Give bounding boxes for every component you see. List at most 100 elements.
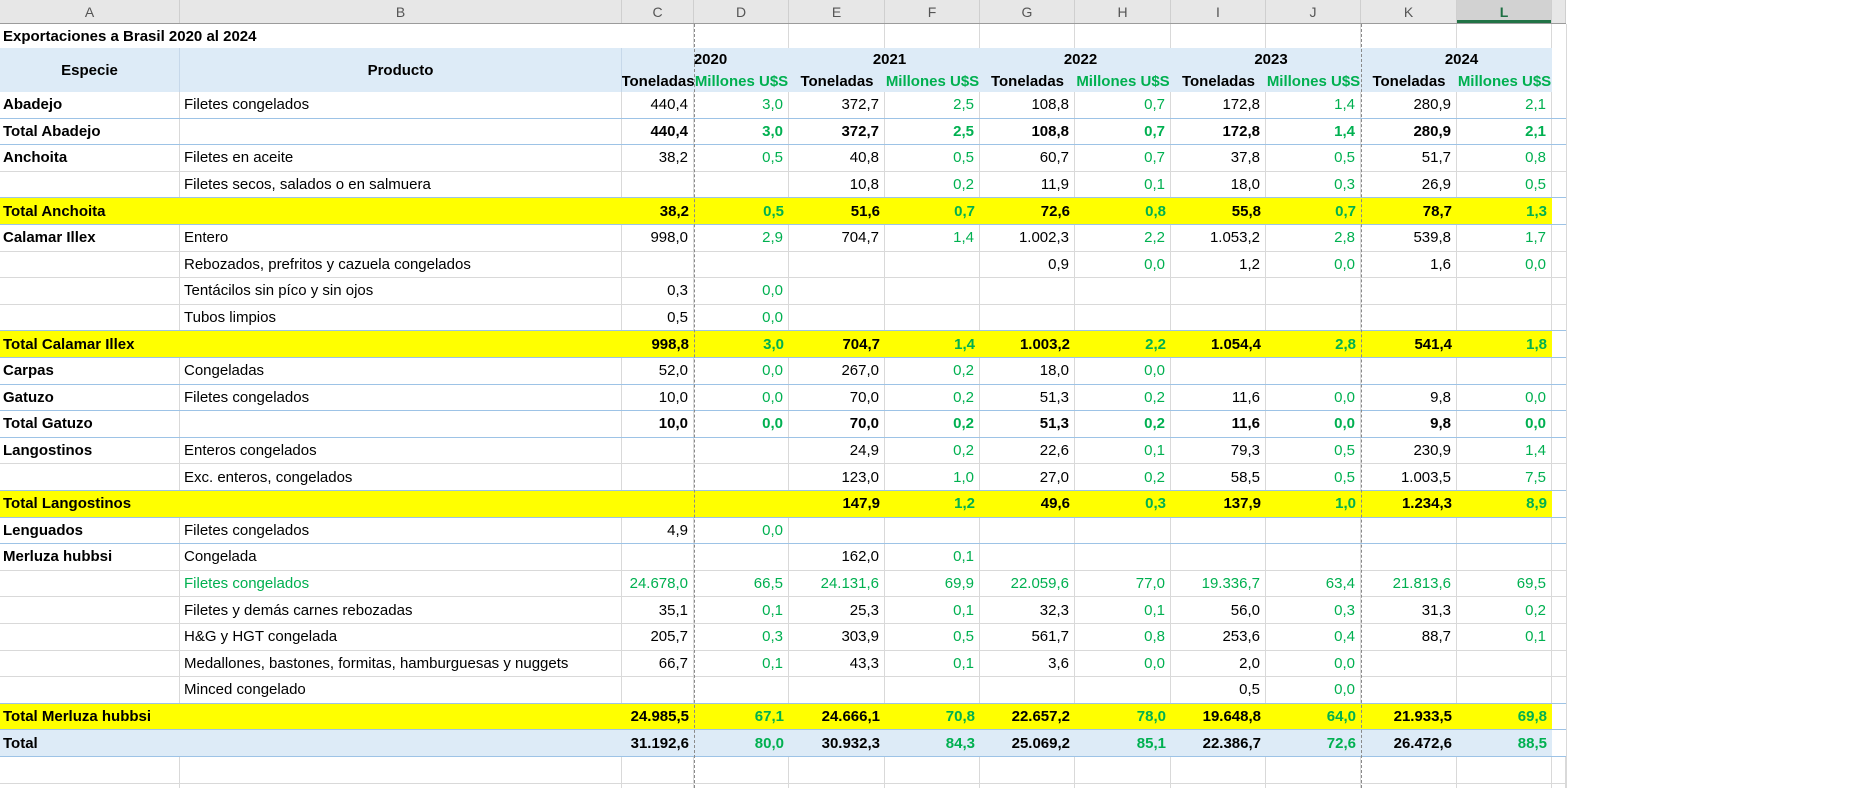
cell-value[interactable]: 372,7 bbox=[789, 92, 885, 118]
millones-header[interactable]: Millones U$S bbox=[885, 72, 980, 90]
cell-value[interactable]: 998,0 bbox=[622, 225, 694, 251]
cell-producto[interactable]: Tubos limpios bbox=[180, 304, 622, 331]
cell-value[interactable] bbox=[1361, 278, 1457, 304]
cell-value[interactable]: 3,0 bbox=[694, 118, 789, 145]
cell-especie[interactable]: Total Anchoita bbox=[3, 202, 106, 220]
cell-value[interactable]: 539,8 bbox=[1361, 225, 1457, 251]
cell-value[interactable]: 541,4 bbox=[1414, 335, 1452, 353]
cell-value[interactable]: 1,8 bbox=[1526, 335, 1547, 353]
cell-value[interactable]: 21.813,6 bbox=[1361, 570, 1457, 597]
cell-value[interactable]: 267,0 bbox=[789, 358, 885, 384]
cell-value[interactable]: 0,1 bbox=[885, 597, 980, 623]
cell-value[interactable] bbox=[1266, 358, 1361, 384]
cell-producto[interactable]: Tentácilos sin píco y sin ojos bbox=[180, 278, 622, 304]
empty-cell[interactable] bbox=[0, 783, 180, 788]
cell-value[interactable]: 1,0 bbox=[1335, 495, 1356, 513]
cell-value[interactable]: 253,6 bbox=[1171, 624, 1266, 650]
cell-especie[interactable]: Abadejo bbox=[0, 92, 180, 118]
cell-value[interactable]: 1.002,3 bbox=[980, 225, 1075, 251]
cell-value[interactable]: 0,0 bbox=[1457, 411, 1552, 437]
cell-value[interactable]: 0,0 bbox=[1457, 251, 1552, 278]
cell-especie[interactable] bbox=[0, 650, 180, 677]
cell-value[interactable] bbox=[789, 251, 885, 278]
cell-value[interactable] bbox=[1266, 278, 1361, 304]
cell-value[interactable]: 2,2 bbox=[1145, 335, 1166, 353]
cell-especie[interactable]: Lenguados bbox=[0, 517, 180, 544]
cell-value[interactable]: 162,0 bbox=[789, 544, 885, 570]
cell-especie[interactable]: Total Abadejo bbox=[0, 118, 180, 145]
cell-value[interactable]: 11,9 bbox=[980, 171, 1075, 198]
cell-value[interactable] bbox=[1075, 278, 1171, 304]
cell-producto[interactable]: Filetes congelados bbox=[180, 384, 622, 411]
cell-value[interactable]: 37,8 bbox=[1171, 145, 1266, 171]
millones-header[interactable]: Millones U$S bbox=[1457, 72, 1552, 90]
empty-cell[interactable] bbox=[1457, 757, 1552, 783]
cell-value[interactable]: 1.054,4 bbox=[1210, 335, 1261, 353]
cell-producto[interactable]: Entero bbox=[180, 225, 622, 251]
cell-value[interactable]: 0,1 bbox=[885, 650, 980, 677]
cell-value[interactable]: 0,1 bbox=[1457, 624, 1552, 650]
cell-value[interactable] bbox=[980, 278, 1075, 304]
cell-value[interactable]: 9,8 bbox=[1361, 384, 1457, 411]
cell-value[interactable]: 280,9 bbox=[1361, 92, 1457, 118]
cell-value[interactable] bbox=[694, 171, 789, 198]
cell-value[interactable]: 0,2 bbox=[1457, 597, 1552, 623]
cell-value[interactable] bbox=[694, 464, 789, 490]
cell-value[interactable] bbox=[1361, 650, 1457, 677]
cell-value[interactable]: 2,0 bbox=[1171, 650, 1266, 677]
cell-value[interactable]: 0,3 bbox=[1145, 495, 1166, 513]
cell-value[interactable]: 1.003,5 bbox=[1361, 464, 1457, 490]
cell-value[interactable]: 72,6 bbox=[1326, 734, 1356, 752]
empty-cell[interactable] bbox=[885, 757, 980, 783]
cell-producto[interactable]: Minced congelado bbox=[180, 677, 622, 703]
cell-value[interactable]: 0,2 bbox=[885, 437, 980, 464]
cell-value[interactable]: 0,2 bbox=[885, 171, 980, 198]
cell-value[interactable]: 0,0 bbox=[694, 304, 789, 331]
cell-value[interactable]: 78,0 bbox=[1136, 708, 1166, 726]
cell-value[interactable] bbox=[1171, 517, 1266, 544]
cell-value[interactable]: 67,1 bbox=[754, 708, 784, 726]
cell-value[interactable] bbox=[1171, 304, 1266, 331]
column-header-d[interactable]: D bbox=[694, 0, 789, 23]
cell-especie[interactable] bbox=[0, 278, 180, 304]
millones-header[interactable]: Millones U$S bbox=[1266, 72, 1361, 90]
cell-value[interactable] bbox=[980, 544, 1075, 570]
cell-value[interactable] bbox=[694, 251, 789, 278]
cell-value[interactable]: 35,1 bbox=[622, 597, 694, 623]
cell-producto[interactable] bbox=[180, 198, 622, 224]
cell-value[interactable]: 49,6 bbox=[1040, 495, 1070, 513]
cell-value[interactable]: 704,7 bbox=[842, 335, 880, 353]
column-header-f[interactable]: F bbox=[885, 0, 980, 23]
cell-value[interactable]: 0,5 bbox=[694, 145, 789, 171]
empty-cell[interactable] bbox=[1266, 757, 1361, 783]
cell-producto[interactable]: Filetes secos, salados o en salmuera bbox=[180, 171, 622, 198]
cell-value[interactable]: 372,7 bbox=[789, 118, 885, 145]
cell-producto[interactable]: Filetes en aceite bbox=[180, 145, 622, 171]
cell-producto[interactable] bbox=[180, 331, 622, 357]
cell-value[interactable] bbox=[1075, 544, 1171, 570]
title-cell[interactable]: Exportaciones a Brasil 2020 al 2024 bbox=[0, 24, 622, 48]
cell-value[interactable]: 704,7 bbox=[789, 225, 885, 251]
cell-value[interactable]: 70,0 bbox=[789, 411, 885, 437]
cell-value[interactable] bbox=[1457, 650, 1552, 677]
cell-value[interactable]: 0,7 bbox=[1075, 92, 1171, 118]
cell-value[interactable] bbox=[1361, 517, 1457, 544]
cell-value[interactable]: 0,2 bbox=[1075, 411, 1171, 437]
cell-value[interactable]: 22,6 bbox=[980, 437, 1075, 464]
cell-value[interactable]: 1,2 bbox=[1171, 251, 1266, 278]
cell-value[interactable]: 123,0 bbox=[789, 464, 885, 490]
millones-header[interactable]: Millones U$S bbox=[1076, 72, 1170, 90]
column-header-b[interactable]: B bbox=[180, 0, 622, 23]
cell-especie[interactable] bbox=[0, 570, 180, 597]
empty-cell[interactable] bbox=[1266, 783, 1361, 788]
cell-value[interactable]: 60,7 bbox=[980, 145, 1075, 171]
cell-value[interactable]: 43,3 bbox=[789, 650, 885, 677]
empty-cell[interactable] bbox=[789, 783, 885, 788]
cell-especie[interactable]: Total Merluza hubbsi bbox=[3, 708, 152, 726]
cell-especie[interactable]: Langostinos bbox=[0, 437, 180, 464]
cell-value[interactable] bbox=[1457, 358, 1552, 384]
cell-value[interactable] bbox=[622, 677, 694, 703]
cell-value[interactable] bbox=[980, 677, 1075, 703]
cell-value[interactable]: 0,0 bbox=[1075, 251, 1171, 278]
cell-especie[interactable] bbox=[0, 464, 180, 490]
